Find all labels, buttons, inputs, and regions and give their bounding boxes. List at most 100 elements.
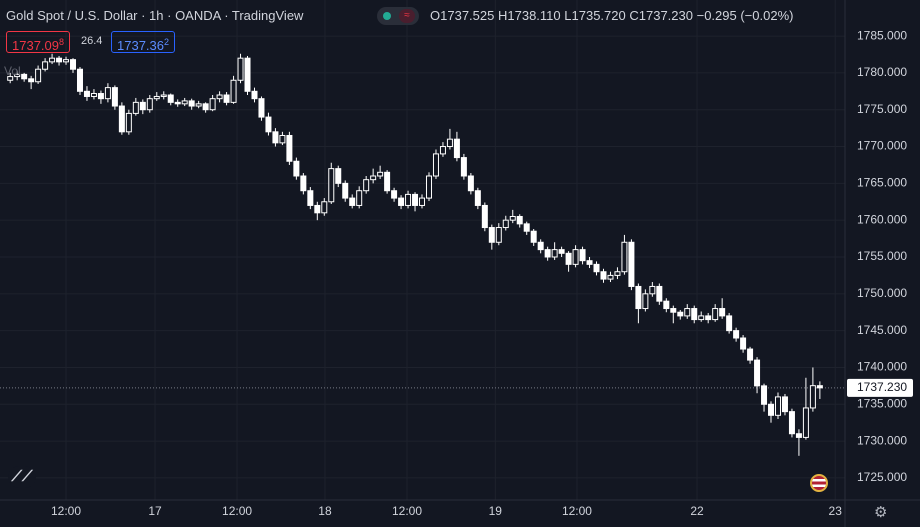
candle-body — [649, 285, 656, 295]
vol-legend[interactable]: Vol — [4, 64, 21, 78]
candle-body — [481, 204, 488, 229]
candle-body — [258, 98, 265, 118]
sell-price: 1737.09 — [12, 38, 59, 53]
candle-body — [49, 57, 56, 63]
candle-body — [56, 57, 63, 63]
event-flag[interactable] — [810, 474, 828, 492]
candle-body — [90, 93, 97, 97]
y-tick-label: 1725.000 — [857, 470, 907, 484]
h-label: H — [497, 8, 508, 23]
candle-body — [307, 190, 314, 206]
candle-body — [642, 293, 649, 310]
ohlc-line: O1737.525 H1738.110 L1735.720 C1737.230 … — [430, 8, 793, 23]
candle-body — [614, 271, 621, 276]
y-tick-label: 1785.000 — [857, 28, 907, 42]
candle-body — [272, 131, 279, 144]
candle-body — [146, 98, 153, 111]
candle-body — [474, 190, 481, 206]
candle-body — [104, 87, 111, 100]
candle-body — [412, 193, 419, 206]
y-tick-label: 1750.000 — [857, 286, 907, 300]
candle-body — [816, 385, 823, 389]
spread: 26.4 — [81, 35, 103, 47]
candle-body — [788, 411, 795, 435]
x-tick-label: 12:00 — [222, 504, 252, 518]
candle-body — [335, 168, 342, 184]
candle-body — [761, 385, 768, 405]
candle-body — [726, 315, 733, 332]
change: −0.295 (−0.02%) — [696, 8, 794, 23]
candle-body — [125, 112, 132, 133]
candle-body — [677, 311, 684, 317]
x-tick-label: 22 — [690, 504, 704, 518]
candle-body — [216, 94, 223, 100]
candle-body — [363, 179, 370, 192]
y-tick-label: 1760.000 — [857, 212, 907, 226]
candle-body — [502, 219, 509, 229]
status-pill[interactable]: ≈ — [377, 7, 419, 25]
candle-body — [453, 138, 460, 159]
candle-body — [21, 73, 28, 80]
candle-body — [209, 98, 216, 111]
candle-body — [733, 330, 740, 339]
candle-body — [7, 76, 14, 81]
candle-body — [425, 175, 432, 199]
y-tick-label: 1770.000 — [857, 139, 907, 153]
candle-body — [153, 95, 160, 100]
candle-body — [419, 197, 426, 206]
candle-body — [349, 197, 356, 206]
candle-body — [230, 79, 237, 103]
candle-body — [747, 348, 754, 361]
l-label: L — [564, 8, 572, 23]
candle-body — [621, 241, 628, 273]
candle-body — [398, 197, 405, 206]
candle-body — [467, 175, 474, 192]
candle-body — [202, 103, 209, 111]
candle-body — [670, 308, 677, 313]
candle-body — [754, 359, 761, 387]
candle-body — [586, 260, 593, 265]
candle-body — [656, 285, 663, 302]
status-dot — [383, 12, 391, 20]
candle-body — [593, 263, 600, 273]
candle-body — [551, 249, 558, 258]
buy-button[interactable]: 1737.362 — [111, 31, 176, 53]
candle-body — [698, 315, 705, 321]
candle-body — [488, 227, 495, 243]
candle-body — [439, 146, 446, 155]
candle-body — [537, 241, 544, 251]
candle-body — [279, 134, 286, 144]
candle-body — [572, 249, 579, 265]
candle-body — [719, 308, 726, 317]
sell-pip: 8 — [59, 37, 65, 47]
buy-price: 1737.36 — [117, 38, 164, 53]
candle-body — [251, 90, 258, 100]
candle-body — [286, 134, 293, 162]
candle-body — [356, 190, 363, 206]
sell-button[interactable]: 1737.098 — [6, 31, 71, 53]
candle-body — [188, 100, 195, 107]
candle-body — [111, 87, 118, 107]
candle-body — [328, 168, 335, 203]
y-tick-label: 1755.000 — [857, 249, 907, 263]
y-tick-label: 1775.000 — [857, 102, 907, 116]
candle-body — [28, 78, 35, 83]
settings-gear[interactable]: ⚙ — [874, 504, 888, 521]
buy-pip: 2 — [164, 37, 170, 47]
candle-body — [712, 308, 719, 321]
candle-body — [237, 57, 244, 81]
candle-body — [391, 190, 398, 199]
candle-body — [342, 182, 349, 199]
candle-body — [432, 153, 439, 177]
candle-body — [809, 385, 816, 409]
candle-body — [558, 249, 565, 254]
candle-body — [370, 175, 377, 181]
symbol-title[interactable]: Gold Spot / U.S. Dollar · 1h · OANDA · T… — [6, 8, 304, 23]
y-tick-label: 1735.000 — [857, 396, 907, 410]
x-tick-label: 17 — [148, 504, 162, 518]
tv-logo[interactable]: ⟋⟋ — [8, 466, 36, 488]
x-tick-label: 12:00 — [51, 504, 81, 518]
candle-body — [705, 315, 712, 321]
candle-body — [167, 94, 174, 103]
